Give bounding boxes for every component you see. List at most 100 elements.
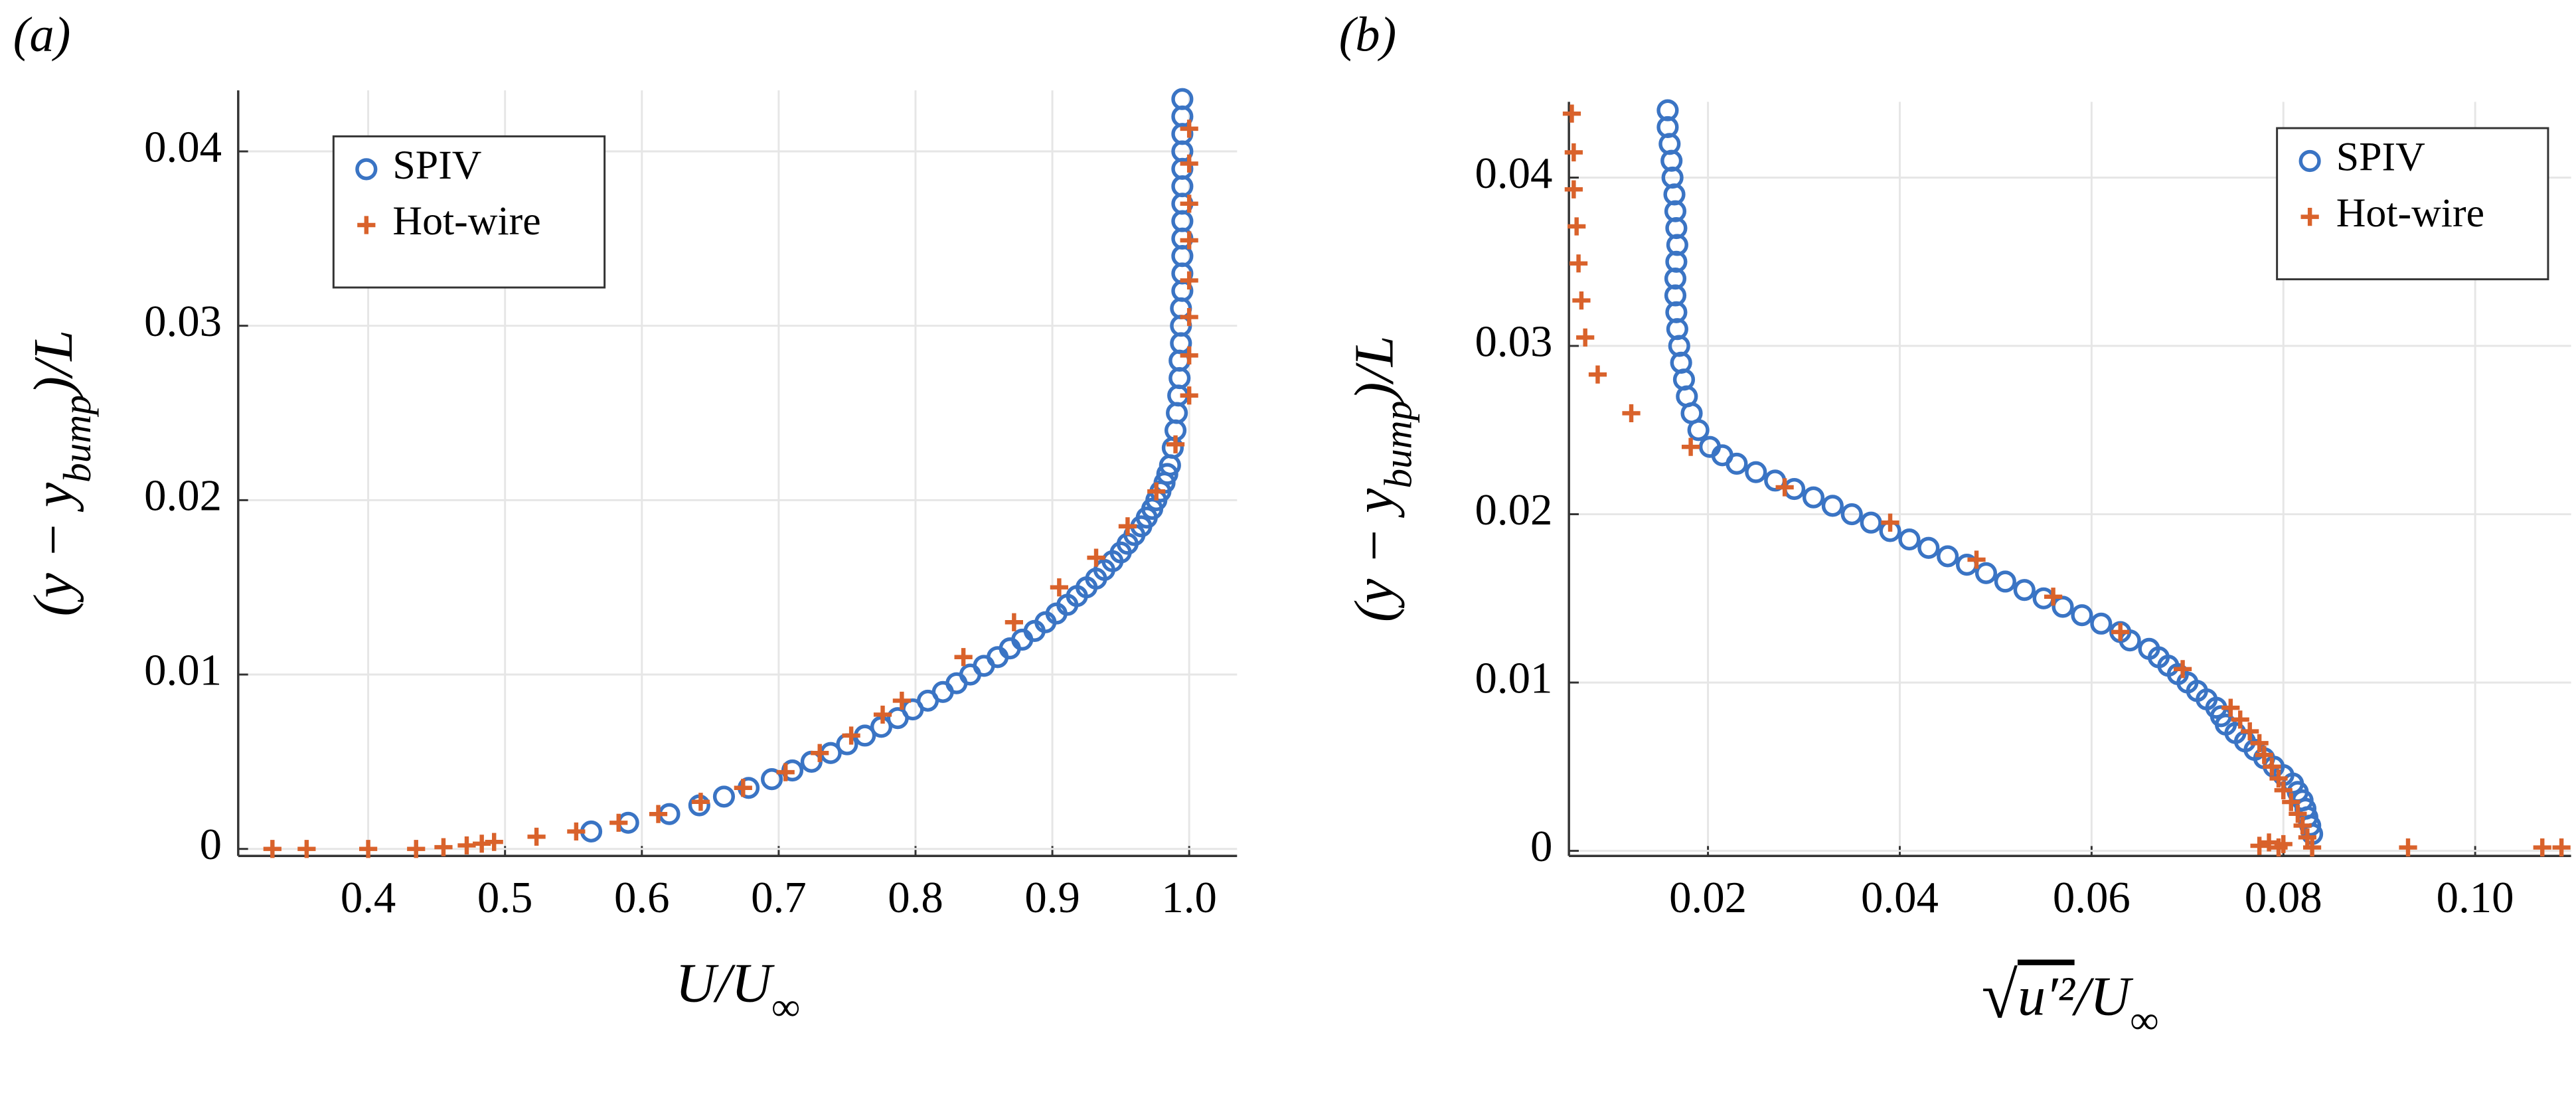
y-tick-label: 0.03: [144, 297, 222, 346]
marker: [2250, 734, 2269, 752]
y-tick-label: 0.04: [144, 122, 222, 171]
marker: [434, 838, 453, 856]
marker: [1562, 104, 1581, 123]
x-tick-label: 0.5: [477, 873, 533, 922]
label-part: (y − y: [23, 482, 84, 616]
marker: [1569, 254, 1588, 273]
label-part: bump: [1376, 401, 1419, 489]
x-tick-label: 0.08: [2245, 873, 2322, 922]
marker: [2298, 828, 2316, 846]
x-tick-label: 0.4: [341, 873, 396, 922]
marker: [1576, 328, 1595, 347]
legend: SPIV Hot-wire: [332, 135, 606, 289]
label-part: )/L: [1344, 335, 1406, 403]
marker: [1180, 307, 1198, 327]
x-tick-label: 0.8: [888, 873, 943, 922]
y-tick-label: 0.02: [144, 471, 222, 520]
marker: [2250, 837, 2269, 855]
marker: [2302, 838, 2322, 857]
marker: [1180, 386, 1198, 405]
marker: [527, 827, 546, 846]
marker: [1802, 486, 1825, 509]
marker: [1622, 404, 1641, 423]
marker: [1180, 346, 1198, 364]
legend-marker: [2300, 208, 2319, 226]
marker: [691, 793, 710, 811]
marker: [712, 785, 736, 808]
label-part: ∞: [771, 985, 799, 1028]
marker: [2231, 710, 2249, 729]
marker: [2111, 623, 2130, 641]
marker: [2533, 838, 2551, 857]
x-tick-label: 1.0: [1161, 873, 1217, 922]
marker: [1166, 435, 1185, 453]
label-part: (y − y: [1344, 488, 1406, 622]
panel-label: (a): [13, 7, 71, 62]
marker: [1726, 452, 1748, 475]
label-part: /U: [2072, 966, 2134, 1028]
marker: [2013, 579, 2036, 601]
legend-label: Hot-wire: [2336, 191, 2484, 236]
marker: [1974, 562, 1998, 584]
legend-box: [332, 135, 606, 289]
marker: [359, 840, 378, 858]
marker: [1588, 365, 1607, 384]
label-part: √: [1982, 959, 2018, 1032]
marker: [1917, 536, 1940, 559]
marker: [1881, 513, 1899, 532]
marker: [2293, 816, 2312, 835]
marker: [836, 733, 858, 756]
marker: [1568, 217, 1586, 236]
series: [1656, 99, 2324, 845]
marker: [2399, 838, 2417, 857]
marker: [1180, 154, 1198, 173]
marker: [2289, 805, 2307, 823]
legend-label: Hot-wire: [392, 199, 540, 244]
series: [1562, 104, 2571, 857]
marker: [2269, 838, 2288, 857]
marker: [2052, 596, 2074, 618]
legend: SPIV Hot-wire: [2276, 127, 2549, 281]
marker: [776, 763, 795, 781]
marker: [2263, 757, 2281, 776]
y-tick-label: 0.01: [1475, 653, 1552, 702]
marker: [609, 813, 628, 832]
legend-marker: [357, 216, 376, 234]
marker: [1180, 120, 1198, 138]
marker: [1775, 478, 1794, 497]
x-axis-label: U/U∞: [675, 953, 799, 1028]
marker: [649, 805, 668, 823]
marker: [1087, 548, 1105, 567]
y-axis-label: (y − ybump)/L: [1344, 335, 1419, 622]
marker: [1967, 550, 1986, 569]
marker: [2255, 746, 2273, 764]
marker: [1118, 517, 1137, 536]
series: [580, 88, 1194, 843]
y-tick-label: 0.02: [1475, 485, 1552, 534]
label-part: u′²: [2018, 966, 2075, 1028]
legend-label: SPIV: [392, 143, 481, 188]
y-tick-label: 0: [200, 820, 222, 869]
y-tick-label: 0.03: [1475, 317, 1552, 366]
marker: [1994, 570, 2016, 593]
panel-label: (b): [1339, 7, 1397, 62]
legend-marker: [355, 158, 378, 181]
marker: [1564, 143, 1583, 162]
marker: [567, 822, 586, 841]
marker: [1572, 291, 1591, 310]
x-tick-label: 0.7: [751, 873, 807, 922]
marker: [2282, 793, 2300, 811]
y-tick-label: 0: [1530, 822, 1552, 871]
marker: [1161, 436, 1184, 459]
marker: [1821, 495, 1844, 517]
marker: [1745, 461, 1767, 483]
marker: [297, 840, 316, 858]
x-tick-label: 0.06: [2053, 873, 2131, 922]
x-tick-label: 0.10: [2437, 873, 2514, 922]
marker: [954, 648, 973, 667]
marker: [873, 705, 892, 724]
marker: [263, 840, 282, 858]
marker: [485, 833, 503, 851]
panel: (a) 0.4 0.5 0.6 0.7 0.8 0.9 1.0 0 0.01 0.02 0.03 0.0…: [13, 7, 1238, 922]
